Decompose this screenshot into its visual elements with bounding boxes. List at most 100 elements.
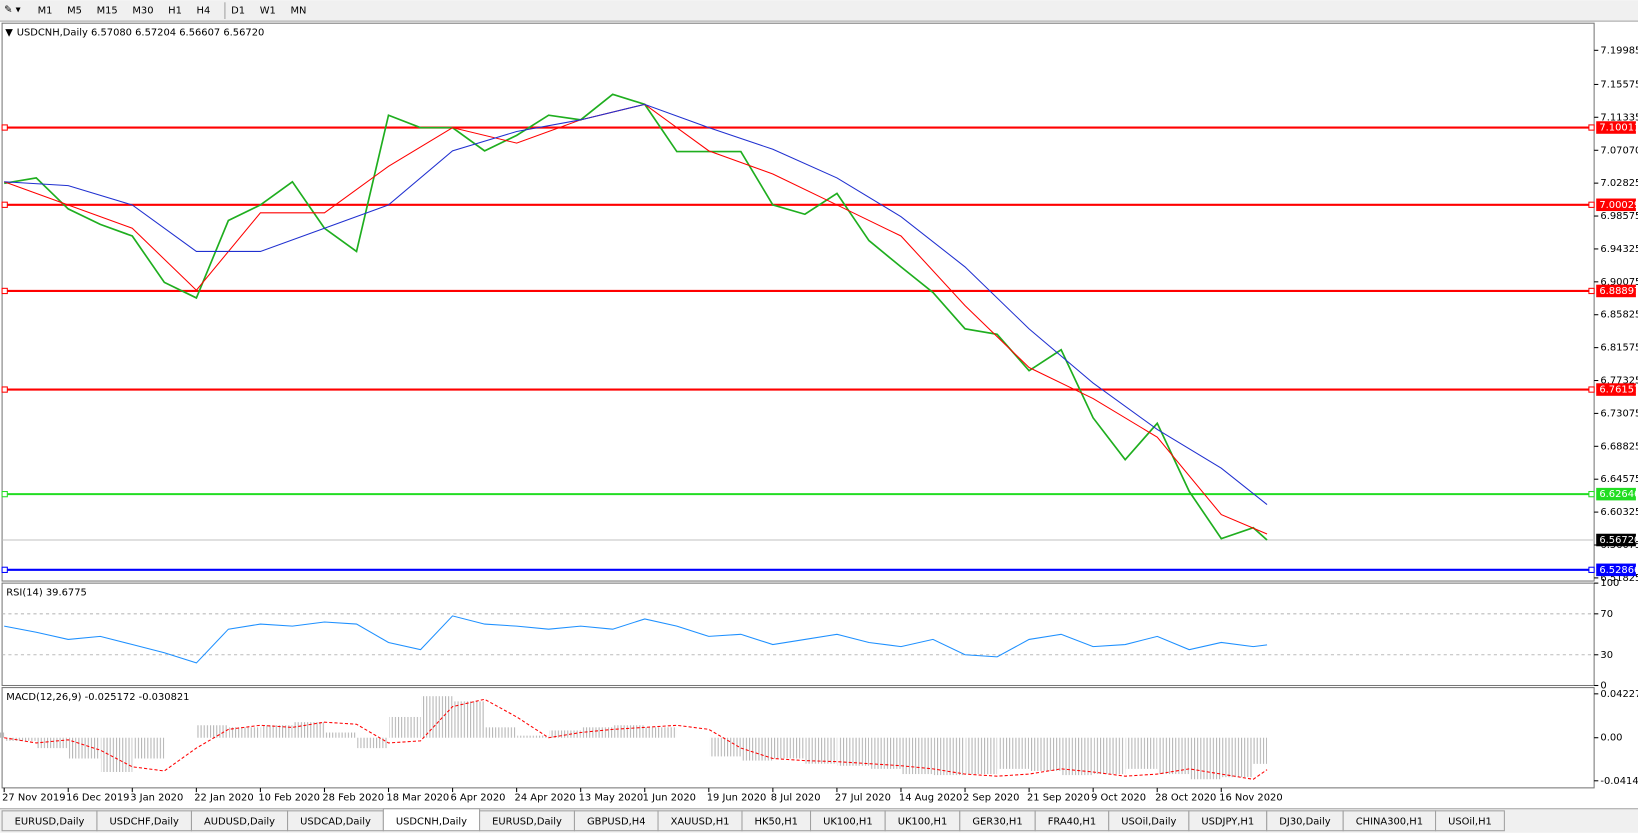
tab-label[interactable]: DJ30,Daily <box>1279 816 1331 827</box>
x-tick-label: 8 Jul 2020 <box>771 792 821 803</box>
x-tick-label: 27 Jul 2020 <box>835 792 891 803</box>
main-panel <box>1 22 1595 582</box>
tab-label[interactable]: FRA40,H1 <box>1048 816 1096 827</box>
x-tick-label: 3 Jan 2020 <box>130 792 183 803</box>
y-tick-label: 7.11335 <box>1600 112 1638 123</box>
tab-label[interactable]: AUDUSD,Daily <box>204 816 275 827</box>
macd-bar <box>581 727 613 738</box>
level-handle[interactable] <box>1588 386 1595 393</box>
macd-bar <box>453 701 485 738</box>
level-tag <box>1596 121 1636 134</box>
timeframe-button[interactable]: H1 <box>168 6 182 17</box>
plot: USDCNH,Daily 6.57080 6.57204 6.56607 6.5… <box>0 28 1638 803</box>
level-handle[interactable] <box>1 201 8 208</box>
macd-bar <box>132 737 165 759</box>
level-tag <box>1596 487 1636 501</box>
x-tick-label: 24 Apr 2020 <box>515 792 576 803</box>
indicator-line <box>4 615 1268 664</box>
macd-bar <box>549 730 581 738</box>
macd-bar <box>485 727 517 738</box>
tab-label[interactable]: USDCAD,Daily <box>300 816 371 827</box>
macd-bar <box>517 735 549 738</box>
macd-bar <box>645 727 677 738</box>
level-handle[interactable] <box>1 566 8 573</box>
y-tick-label: 6.94325 <box>1600 244 1638 255</box>
tab-label[interactable]: GBPUSD,H4 <box>587 816 646 827</box>
level-handle[interactable] <box>1588 201 1595 208</box>
macd-bar <box>357 737 389 749</box>
level-tag <box>1596 284 1636 298</box>
tab-label[interactable]: UK100,H1 <box>823 816 873 827</box>
y-tick-label: 6.73075 <box>1600 408 1638 419</box>
tab-label[interactable]: EURUSD,Daily <box>15 816 85 827</box>
tabs: EURUSD,Daily USDCHF,Daily AUDUSD,Daily USDC… <box>1 808 1505 832</box>
level-handle[interactable] <box>1588 287 1595 295</box>
tab-label[interactable]: UK100,H1 <box>898 816 948 827</box>
timeframe-buttons: M1 M5 M15 M30 H1 H4 D1 W1 MN <box>38 2 306 20</box>
y-tick-label: 30 <box>1600 650 1613 661</box>
timeframe-button[interactable]: M5 <box>67 6 82 17</box>
x-tick-label: 19 Jun 2020 <box>707 792 767 803</box>
collapse-arrow: ▼ <box>5 28 13 39</box>
tab-label[interactable]: USDJPY,H1 <box>1201 816 1254 827</box>
tab-label[interactable]: HK50,H1 <box>755 816 798 827</box>
tab-label[interactable]: USDCNH,Daily <box>396 816 467 827</box>
y-tick-label: 7.15575 <box>1600 79 1638 90</box>
macd-bar <box>1221 737 1254 778</box>
macd-bar <box>1061 737 1094 776</box>
timeframe-button[interactable]: H4 <box>197 6 211 17</box>
level-handle[interactable] <box>1588 566 1595 573</box>
y-tick-label: 0.042275 <box>1600 689 1638 700</box>
level-value: 6.76157 <box>1599 385 1638 396</box>
y-tick-label: 6.81575 <box>1600 343 1638 354</box>
level-handle[interactable] <box>1 124 8 131</box>
timeframe-button[interactable]: MN <box>290 6 306 17</box>
level-tag <box>1596 563 1636 577</box>
macd-bar <box>1093 737 1126 775</box>
level-handle[interactable] <box>1588 491 1595 498</box>
tab-label[interactable]: GER30,H1 <box>972 816 1022 827</box>
level-handle[interactable] <box>1 287 8 295</box>
level-handle[interactable] <box>1588 124 1595 131</box>
level-tag <box>1596 383 1636 396</box>
level-tag <box>1596 533 1636 547</box>
tab-label[interactable]: EURUSD,Daily <box>492 816 562 827</box>
y-tick-label: 7.19985 <box>1600 45 1638 56</box>
tab-label[interactable]: USOil,H1 <box>1448 816 1492 827</box>
macd-bar <box>1253 737 1268 764</box>
timeframe-button[interactable]: M1 <box>38 6 53 17</box>
tab-label[interactable]: XAUUSD,H1 <box>671 816 730 827</box>
y-tick-label: 6.60325 <box>1600 507 1638 518</box>
x-tick-label: 22 Jan 2020 <box>194 792 253 803</box>
tab-label[interactable]: USDCHF,Daily <box>109 816 179 827</box>
timeframe-button[interactable]: M15 <box>97 6 118 17</box>
macd-bar <box>1125 737 1158 769</box>
level-handle[interactable] <box>1 491 8 498</box>
x-tick-label: 10 Feb 2020 <box>258 792 320 803</box>
y-tick-label: 7.07070 <box>1600 145 1638 156</box>
timeframe-button[interactable]: W1 <box>260 6 276 17</box>
tool-icon[interactable]: ✎ ▾ <box>4 5 20 16</box>
macd-bar <box>4 737 37 741</box>
level-value: 6.88897 <box>1599 286 1638 297</box>
toolbar <box>0 0 1638 22</box>
tab-label[interactable]: CHINA300,H1 <box>1356 816 1423 827</box>
x-tick-label: 18 Mar 2020 <box>386 792 449 803</box>
macd-bar <box>261 725 293 738</box>
x-tick-label: 28 Feb 2020 <box>322 792 384 803</box>
tab-label[interactable]: USOil,Daily <box>1121 816 1176 827</box>
tab[interactable] <box>1435 810 1505 832</box>
macd-bar <box>709 737 741 757</box>
timeframe-button[interactable]: M30 <box>132 6 153 17</box>
panel-title: USDCNH,Daily 6.57080 6.57204 6.56607 6.5… <box>17 28 265 39</box>
y-tick-label: 0 <box>1600 680 1606 691</box>
panel-title: RSI(14) 39.6775 <box>6 588 87 599</box>
macd-bar <box>837 737 869 766</box>
y-tick-label: 70 <box>1600 609 1613 620</box>
y-tick-label: -0.04148 <box>1600 776 1638 787</box>
level-handle[interactable] <box>1 386 8 393</box>
y-tick-label: 6.51825 <box>1600 573 1638 584</box>
y-tick-label: 7.02825 <box>1600 178 1638 189</box>
timeframe-button[interactable]: D1 <box>231 6 245 17</box>
